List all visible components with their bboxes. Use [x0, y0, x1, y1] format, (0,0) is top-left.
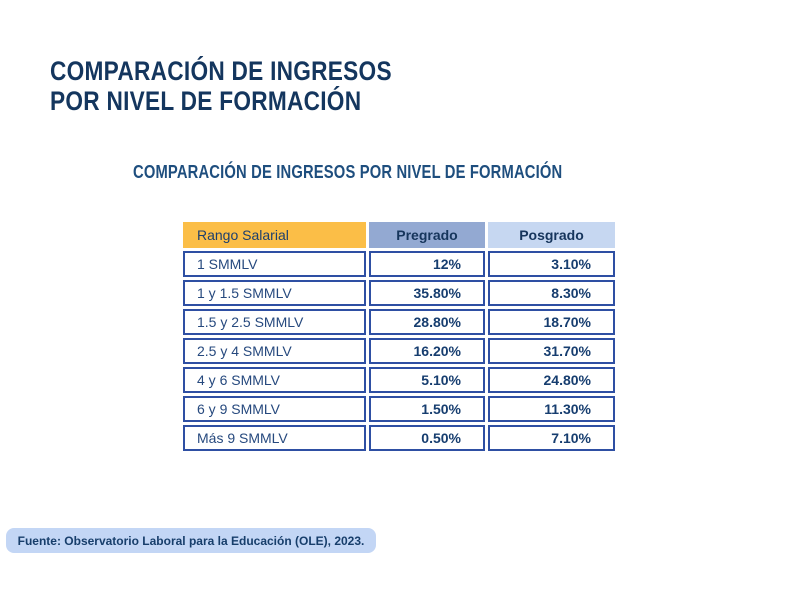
cell-range: 6 y 9 SMMLV	[183, 396, 366, 422]
source-footer: Fuente: Observatorio Laboral para la Edu…	[6, 528, 376, 553]
cell-pregrado: 16.20%	[369, 338, 485, 364]
cell-pregrado: 0.50%	[369, 425, 485, 451]
table-row: 1 y 1.5 SMMLV 35.80% 8.30%	[183, 280, 615, 306]
table-row: 1.5 y 2.5 SMMLV 28.80% 18.70%	[183, 309, 615, 335]
cell-posgrado: 7.10%	[488, 425, 615, 451]
table-row: 6 y 9 SMMLV 1.50% 11.30%	[183, 396, 615, 422]
cell-pregrado: 5.10%	[369, 367, 485, 393]
page-title: COMPARACIÓN DE INGRESOS POR NIVEL DE FOR…	[50, 56, 392, 116]
header-posgrado: Posgrado	[488, 222, 615, 248]
cell-pregrado: 35.80%	[369, 280, 485, 306]
table-header-row: Rango Salarial Pregrado Posgrado	[183, 222, 615, 248]
cell-posgrado: 3.10%	[488, 251, 615, 277]
cell-range: 2.5 y 4 SMMLV	[183, 338, 366, 364]
page-title-line2: POR NIVEL DE FORMACIÓN	[50, 86, 362, 117]
cell-posgrado: 18.70%	[488, 309, 615, 335]
table-row: 2.5 y 4 SMMLV 16.20% 31.70%	[183, 338, 615, 364]
cell-pregrado: 28.80%	[369, 309, 485, 335]
cell-range: 4 y 6 SMMLV	[183, 367, 366, 393]
cell-range: 1.5 y 2.5 SMMLV	[183, 309, 366, 335]
cell-range: 1 y 1.5 SMMLV	[183, 280, 366, 306]
table-subtitle: COMPARACIÓN DE INGRESOS POR NIVEL DE FOR…	[133, 162, 563, 182]
header-rango-salarial: Rango Salarial	[183, 222, 366, 248]
income-comparison-table: Rango Salarial Pregrado Posgrado 1 SMMLV…	[180, 219, 618, 454]
cell-range: 1 SMMLV	[183, 251, 366, 277]
cell-pregrado: 1.50%	[369, 396, 485, 422]
table-row: 1 SMMLV 12% 3.10%	[183, 251, 615, 277]
cell-posgrado: 8.30%	[488, 280, 615, 306]
table-row: 4 y 6 SMMLV 5.10% 24.80%	[183, 367, 615, 393]
header-pregrado: Pregrado	[369, 222, 485, 248]
page-title-line1: COMPARACIÓN DE INGRESOS	[50, 56, 392, 86]
cell-posgrado: 31.70%	[488, 338, 615, 364]
table-row: Más 9 SMMLV 0.50% 7.10%	[183, 425, 615, 451]
cell-pregrado: 12%	[369, 251, 485, 277]
cell-posgrado: 24.80%	[488, 367, 615, 393]
cell-range: Más 9 SMMLV	[183, 425, 366, 451]
cell-posgrado: 11.30%	[488, 396, 615, 422]
